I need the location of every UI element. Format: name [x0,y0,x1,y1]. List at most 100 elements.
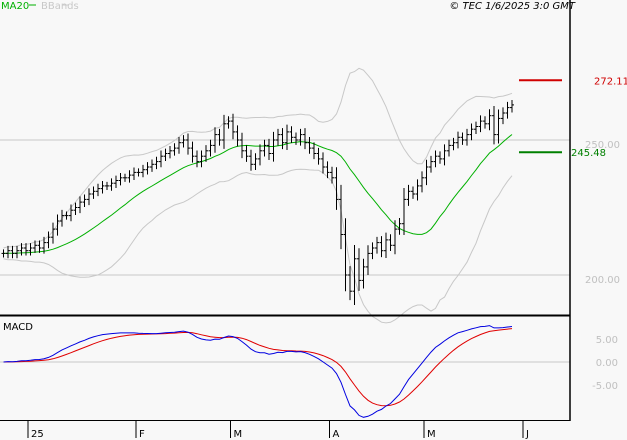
price-bar [307,137,312,154]
price-bar [6,245,10,259]
ma20-line [3,134,513,254]
price-bar [424,159,429,186]
price-bar [496,109,501,144]
price-bar [303,128,307,150]
price-bar [433,150,438,168]
price-bar [298,128,303,146]
price-bar [420,171,424,193]
price-bar [379,236,384,258]
price-bar [415,179,420,201]
macd-axis-label: 5.00 [596,335,618,346]
price-bar [492,105,496,145]
price-bar [100,181,105,194]
price-bar [285,124,289,150]
price-bar [145,162,150,175]
price-axis-label: 250.00 [585,140,620,151]
price-bar [429,155,433,173]
price-bar [87,188,91,206]
price-bar [510,100,514,113]
price-bar [465,128,469,146]
legend-bbands: BBands [41,1,79,12]
price-bar [168,145,172,159]
price-bar [456,131,460,149]
legend-ma20: MA20 [1,1,29,12]
price-bar [78,196,82,214]
price-bar [244,145,249,162]
price-bar [24,243,28,256]
price-bar [199,150,204,168]
price-bar [357,248,361,291]
price-bar [109,178,114,191]
macd-title: MACD [3,322,33,333]
price-bar [411,186,415,199]
price-bar [258,144,262,166]
price-bar [370,242,375,260]
price-bar [321,152,325,174]
price-bar [222,114,226,149]
price-bar [150,159,154,172]
price-bar [393,220,397,255]
price-bar [177,137,181,154]
price-bar [217,128,222,146]
price-bar [316,147,321,165]
price-bar [460,132,465,145]
price-bar [334,167,339,210]
bollinger-bands [3,67,513,324]
price-bar [136,168,141,177]
price-bar [267,138,271,160]
price-bar [438,151,442,164]
price-bar [33,240,37,253]
price-bar [442,144,447,166]
price-bar [406,184,411,206]
price-bar [312,142,316,160]
price-bar [226,116,231,129]
x-axis-label: M [427,429,436,440]
price-bar [105,181,109,190]
axes: 250.00 200.00 5.00 0.00 -5.00 25 F M A M J [27,140,620,440]
price-bar [28,243,33,256]
macd-axis-label: -5.00 [592,381,618,392]
bband-upper [3,67,513,249]
price-bar [159,150,163,168]
support-label: 245.48 [571,148,606,159]
price-bar [348,266,352,301]
price-bar [154,156,159,170]
x-axis-label: J [525,429,529,440]
bband-lower [3,168,513,324]
price-bar [384,232,388,258]
price-bar [42,236,46,254]
price-bar [253,153,258,170]
x-axis-label: 25 [31,429,44,440]
price-bar [10,245,15,259]
price-bar [190,141,195,163]
grid [0,139,570,363]
macd-line [3,325,513,418]
price-bar [96,183,100,197]
copyright: © TEC 1/6/2025 3:0 GMT [449,1,576,12]
price-bar [451,137,456,151]
x-axis-label: M [234,429,243,440]
price-bar [123,173,127,182]
signal-line [3,328,513,407]
price-bar [240,132,244,159]
price-bar [172,143,177,156]
price-bar [213,127,217,153]
price-bar [73,202,78,216]
price-bar [163,148,168,162]
price-bar [204,145,208,162]
levels: 272.11 245.48 [519,76,627,159]
price-bar [235,125,240,147]
price-bar [186,133,190,155]
price-bar [339,184,343,250]
price-bar [249,149,253,171]
price-bar [375,236,379,254]
price-bar [51,222,55,244]
price-bar [91,186,96,199]
price-bar [1,249,6,258]
price-bar [127,170,132,183]
price-bar [82,194,87,207]
price-bar [276,128,280,146]
price-bars [1,100,514,305]
price-bar [447,139,451,157]
price-bar [388,234,393,251]
